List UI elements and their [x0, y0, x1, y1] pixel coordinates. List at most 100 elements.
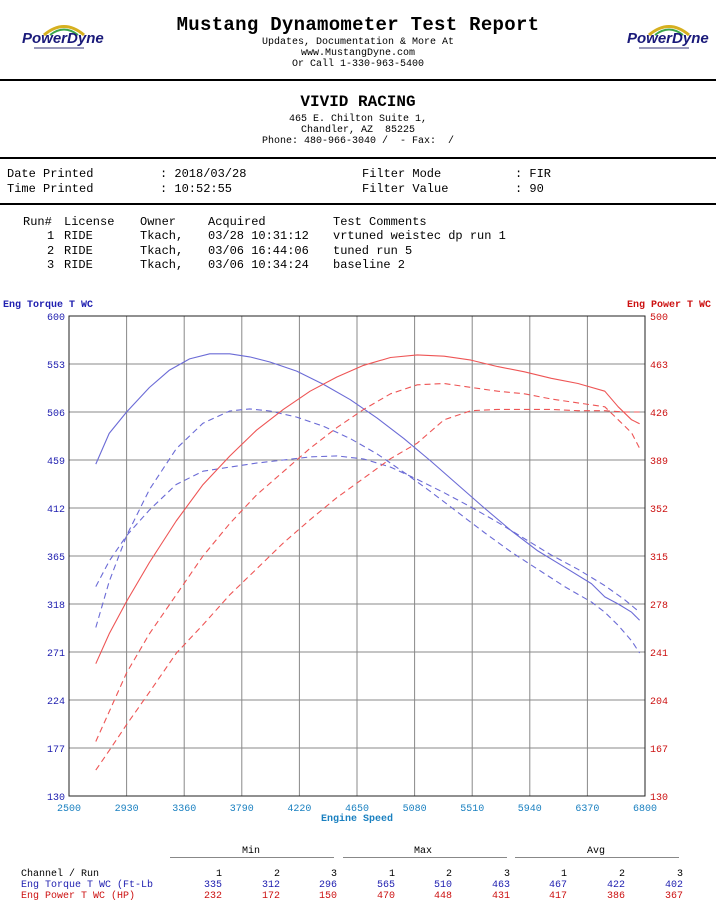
- run-license: RIDE: [64, 244, 93, 258]
- run-acquired: 03/06 16:44:06: [208, 244, 309, 258]
- group-max: Max: [414, 846, 433, 857]
- power-min-1: 232: [204, 891, 223, 902]
- chart-series: [95, 353, 641, 771]
- torque-row-label: Eng Torque T WC (Ft-Lb: [21, 880, 154, 891]
- run-owner: Tkach,: [140, 229, 184, 243]
- x-tick-label: 6370: [575, 804, 599, 815]
- filter-value-value: : 90: [515, 182, 544, 196]
- date-printed-label: Date Printed: [7, 167, 94, 181]
- filter-mode-value: : FIR: [515, 167, 552, 181]
- plot-frame: [68, 315, 646, 797]
- power-max-1: 470: [377, 891, 396, 902]
- y-left-tick-label: 130: [47, 793, 65, 804]
- y-right-tick-label: 426: [650, 409, 668, 420]
- run-num: 3: [677, 869, 684, 880]
- power-run-3-line: [95, 408, 640, 771]
- power-row-label: Eng Power T WC (HP): [21, 891, 136, 902]
- power-avg-1: 417: [549, 891, 568, 902]
- filter-mode-label: Filter Mode: [362, 167, 442, 181]
- run-comment: vrtuned weistec dp run 1: [333, 229, 506, 243]
- run-num: 1: [216, 869, 223, 880]
- run-number: 3: [47, 258, 55, 272]
- x-tick-label: 6800: [633, 804, 657, 815]
- torque-max-3: 463: [492, 880, 511, 891]
- shop-name: VIVID RACING: [300, 93, 416, 111]
- torque-avg-2: 422: [607, 880, 626, 891]
- x-tick-label: 3360: [172, 804, 196, 815]
- shop-phone: Phone: 480-966-3040 / - Fax: /: [261, 136, 455, 147]
- run-row-3: 3 RIDE Tkach, 03/06 10:34:24 baseline 2: [0, 258, 716, 272]
- y-left-tick-label: 459: [47, 457, 65, 468]
- run-owner: Tkach,: [140, 244, 184, 258]
- shop-address-1: 465 E. Chilton Suite 1,: [288, 114, 428, 125]
- y-left-tick-label: 318: [47, 601, 65, 612]
- run-num: 3: [331, 869, 338, 880]
- divider: [0, 157, 716, 159]
- power-avg-3: 367: [665, 891, 684, 902]
- x-tick-label: 2500: [57, 804, 81, 815]
- x-tick-label: 4650: [345, 804, 369, 815]
- torque-run-2-line: [95, 408, 641, 654]
- torque-min-1: 335: [204, 880, 223, 891]
- run-num: 1: [389, 869, 396, 880]
- x-tick-label: 4220: [287, 804, 311, 815]
- power-run-1-line: [95, 354, 640, 664]
- x-tick-label: 2930: [115, 804, 139, 815]
- y-right-tick-label: 389: [650, 457, 668, 468]
- power-max-2: 448: [434, 891, 453, 902]
- power-max-3: 431: [492, 891, 511, 902]
- run-comment: tuned run 5: [333, 244, 413, 258]
- y-right-tick-label: 315: [650, 553, 668, 564]
- run-license: RIDE: [64, 229, 93, 243]
- torque-max-1: 565: [377, 880, 396, 891]
- divider: [0, 79, 716, 81]
- y-right-tick-label: 352: [650, 505, 668, 516]
- power-min-2: 172: [262, 891, 281, 902]
- run-num: 3: [504, 869, 511, 880]
- left-axis-label: Eng Torque T WC: [3, 300, 93, 311]
- x-tick-label: 5940: [518, 804, 542, 815]
- y-left-tick-label: 553: [47, 361, 65, 372]
- run-number: 1: [47, 229, 55, 243]
- y-left-tick-label: 412: [47, 505, 65, 516]
- y-right-tick-label: 500: [650, 313, 668, 324]
- channel-run-header: Channel / Run: [21, 869, 100, 880]
- logo-arc-icon: [648, 25, 690, 36]
- dyno-chart: 2500 2930 3360 3790 4220 4650 5080 5510 5940 6370…: [3, 300, 711, 825]
- filter-value-label: Filter Value: [362, 182, 449, 196]
- run-row-2: 2 RIDE Tkach, 03/06 16:44:06 tuned run 5: [0, 244, 716, 258]
- col-license: License: [64, 215, 115, 229]
- x-axis-label: Engine Speed: [321, 813, 393, 825]
- powerdyne-logo-right: PowerDyne: [609, 22, 709, 58]
- y-right-tick-label: 278: [650, 601, 668, 612]
- power-run-2-line: [95, 382, 641, 742]
- report-title: Mustang Dynamometer Test Report: [176, 14, 540, 36]
- powerdyne-logo-left: PowerDyne: [4, 22, 104, 58]
- y-left-tick-label: 365: [47, 553, 65, 564]
- run-comment: baseline 2: [333, 258, 406, 272]
- run-num: 2: [446, 869, 453, 880]
- y-right-tick-label: 130: [650, 793, 668, 804]
- x-tick-label: 5510: [460, 804, 484, 815]
- chart-grid: [68, 315, 646, 797]
- runs-header: Run# License Owner Acquired Test Comment…: [0, 215, 716, 229]
- logo-arc-icon: [43, 25, 85, 36]
- torque-avg-1: 467: [549, 880, 568, 891]
- col-owner: Owner: [140, 215, 177, 229]
- time-printed-value: : 10:52:55: [160, 182, 233, 196]
- run-num: 2: [619, 869, 626, 880]
- y-left-tick-label: 224: [47, 697, 65, 708]
- x-tick-label: 3790: [230, 804, 254, 815]
- torque-max-2: 510: [434, 880, 453, 891]
- power-avg-2: 386: [607, 891, 626, 902]
- power-min-3: 150: [319, 891, 338, 902]
- right-axis-label: Eng Power T WC: [627, 300, 711, 311]
- time-printed-label: Time Printed: [7, 182, 94, 196]
- run-num: 1: [561, 869, 568, 880]
- group-min: Min: [242, 846, 261, 857]
- run-row-1: 1 RIDE Tkach, 03/28 10:31:12 vrtuned wei…: [0, 229, 716, 243]
- header-line-1: Updates, Documentation & More At: [261, 37, 455, 48]
- col-comments: Test Comments: [333, 215, 427, 229]
- torque-min-2: 312: [262, 880, 281, 891]
- y-left-tick-label: 506: [47, 409, 65, 420]
